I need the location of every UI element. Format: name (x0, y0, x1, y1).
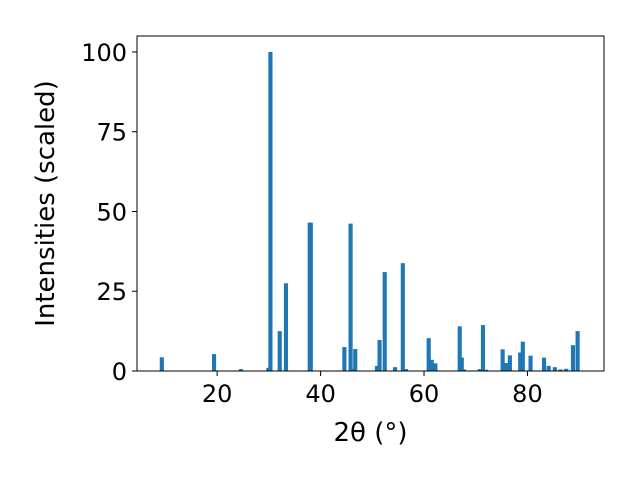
bar (570, 345, 576, 371)
bar (520, 341, 525, 371)
y-tick-label: 0 (112, 358, 127, 386)
bar (353, 348, 358, 371)
bar (461, 369, 466, 371)
bar (500, 349, 505, 371)
bar (433, 363, 438, 371)
y-axis-ticks: 0 25 50 75 100 (81, 39, 137, 386)
bar (392, 367, 398, 371)
bar (558, 369, 563, 371)
bar (457, 326, 462, 371)
bar (349, 368, 354, 371)
bar (426, 338, 431, 371)
y-tick-label: 25 (96, 278, 127, 306)
bar (480, 325, 486, 371)
bar (564, 368, 569, 371)
y-tick-label: 75 (96, 119, 127, 147)
x-tick-label: 20 (202, 380, 233, 408)
bar (159, 357, 164, 371)
bar (403, 369, 408, 371)
bar (400, 263, 405, 371)
bar (507, 355, 512, 371)
bar (541, 357, 547, 371)
bar (377, 340, 382, 371)
bar (429, 359, 434, 371)
bar (211, 354, 217, 371)
bar (546, 365, 551, 371)
bar (268, 51, 273, 371)
x-tick-label: 60 (409, 380, 440, 408)
x-axis-label: 2θ (°) (333, 418, 407, 448)
bar (477, 369, 482, 371)
bar (277, 331, 282, 371)
bar (459, 357, 464, 371)
y-axis-label: Intensities (scaled) (31, 80, 61, 327)
bar (348, 223, 353, 371)
bar (342, 347, 347, 371)
bar (238, 369, 244, 371)
y-tick-label: 50 (96, 198, 127, 226)
bar (308, 222, 313, 371)
bar (382, 272, 387, 371)
bar (484, 369, 489, 371)
bar (518, 352, 523, 371)
bar (374, 365, 380, 371)
y-tick-label: 100 (81, 39, 127, 67)
bar (504, 363, 509, 371)
bar (575, 331, 580, 371)
x-tick-label: 40 (305, 380, 336, 408)
x-axis-ticks: 20 40 60 80 (202, 371, 543, 408)
bar (283, 283, 289, 371)
bar (552, 367, 557, 371)
x-tick-label: 80 (512, 380, 543, 408)
bar (528, 355, 533, 371)
plot-frame (136, 35, 605, 372)
bars-group (159, 51, 580, 371)
